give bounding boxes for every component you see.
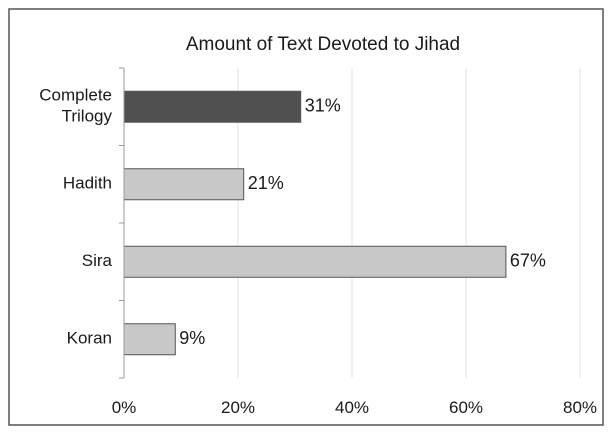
category-labels: Complete Trilogy Hadith Sira Koran <box>39 86 112 348</box>
bar <box>123 168 245 201</box>
bars <box>123 90 507 356</box>
data-label: 31% <box>305 96 341 116</box>
bar <box>123 245 507 278</box>
data-label: 9% <box>179 328 205 348</box>
x-tick-label: 20% <box>221 398 255 417</box>
bar <box>123 323 176 356</box>
data-labels: 31% 21% 67% 9% <box>179 96 546 349</box>
gridlines <box>237 68 581 378</box>
category-label: Sira <box>82 251 113 270</box>
category-label: Complete <box>39 86 112 105</box>
data-label: 67% <box>510 251 546 271</box>
category-label: Koran <box>67 329 112 348</box>
category-label: Trilogy <box>62 107 113 126</box>
bar <box>123 90 302 123</box>
x-tick-label: 60% <box>449 398 483 417</box>
x-tick-labels: 0% 20% 40% 60% 80% <box>112 398 597 417</box>
chart-title: Amount of Text Devoted to Jihad <box>186 34 460 55</box>
axes <box>119 67 125 379</box>
category-label: Hadith <box>63 174 112 193</box>
x-tick-label: 80% <box>563 398 597 417</box>
data-label: 21% <box>248 173 284 193</box>
chart-frame <box>8 8 604 426</box>
x-tick-label: 40% <box>335 398 369 417</box>
x-tick-label: 0% <box>112 398 137 417</box>
